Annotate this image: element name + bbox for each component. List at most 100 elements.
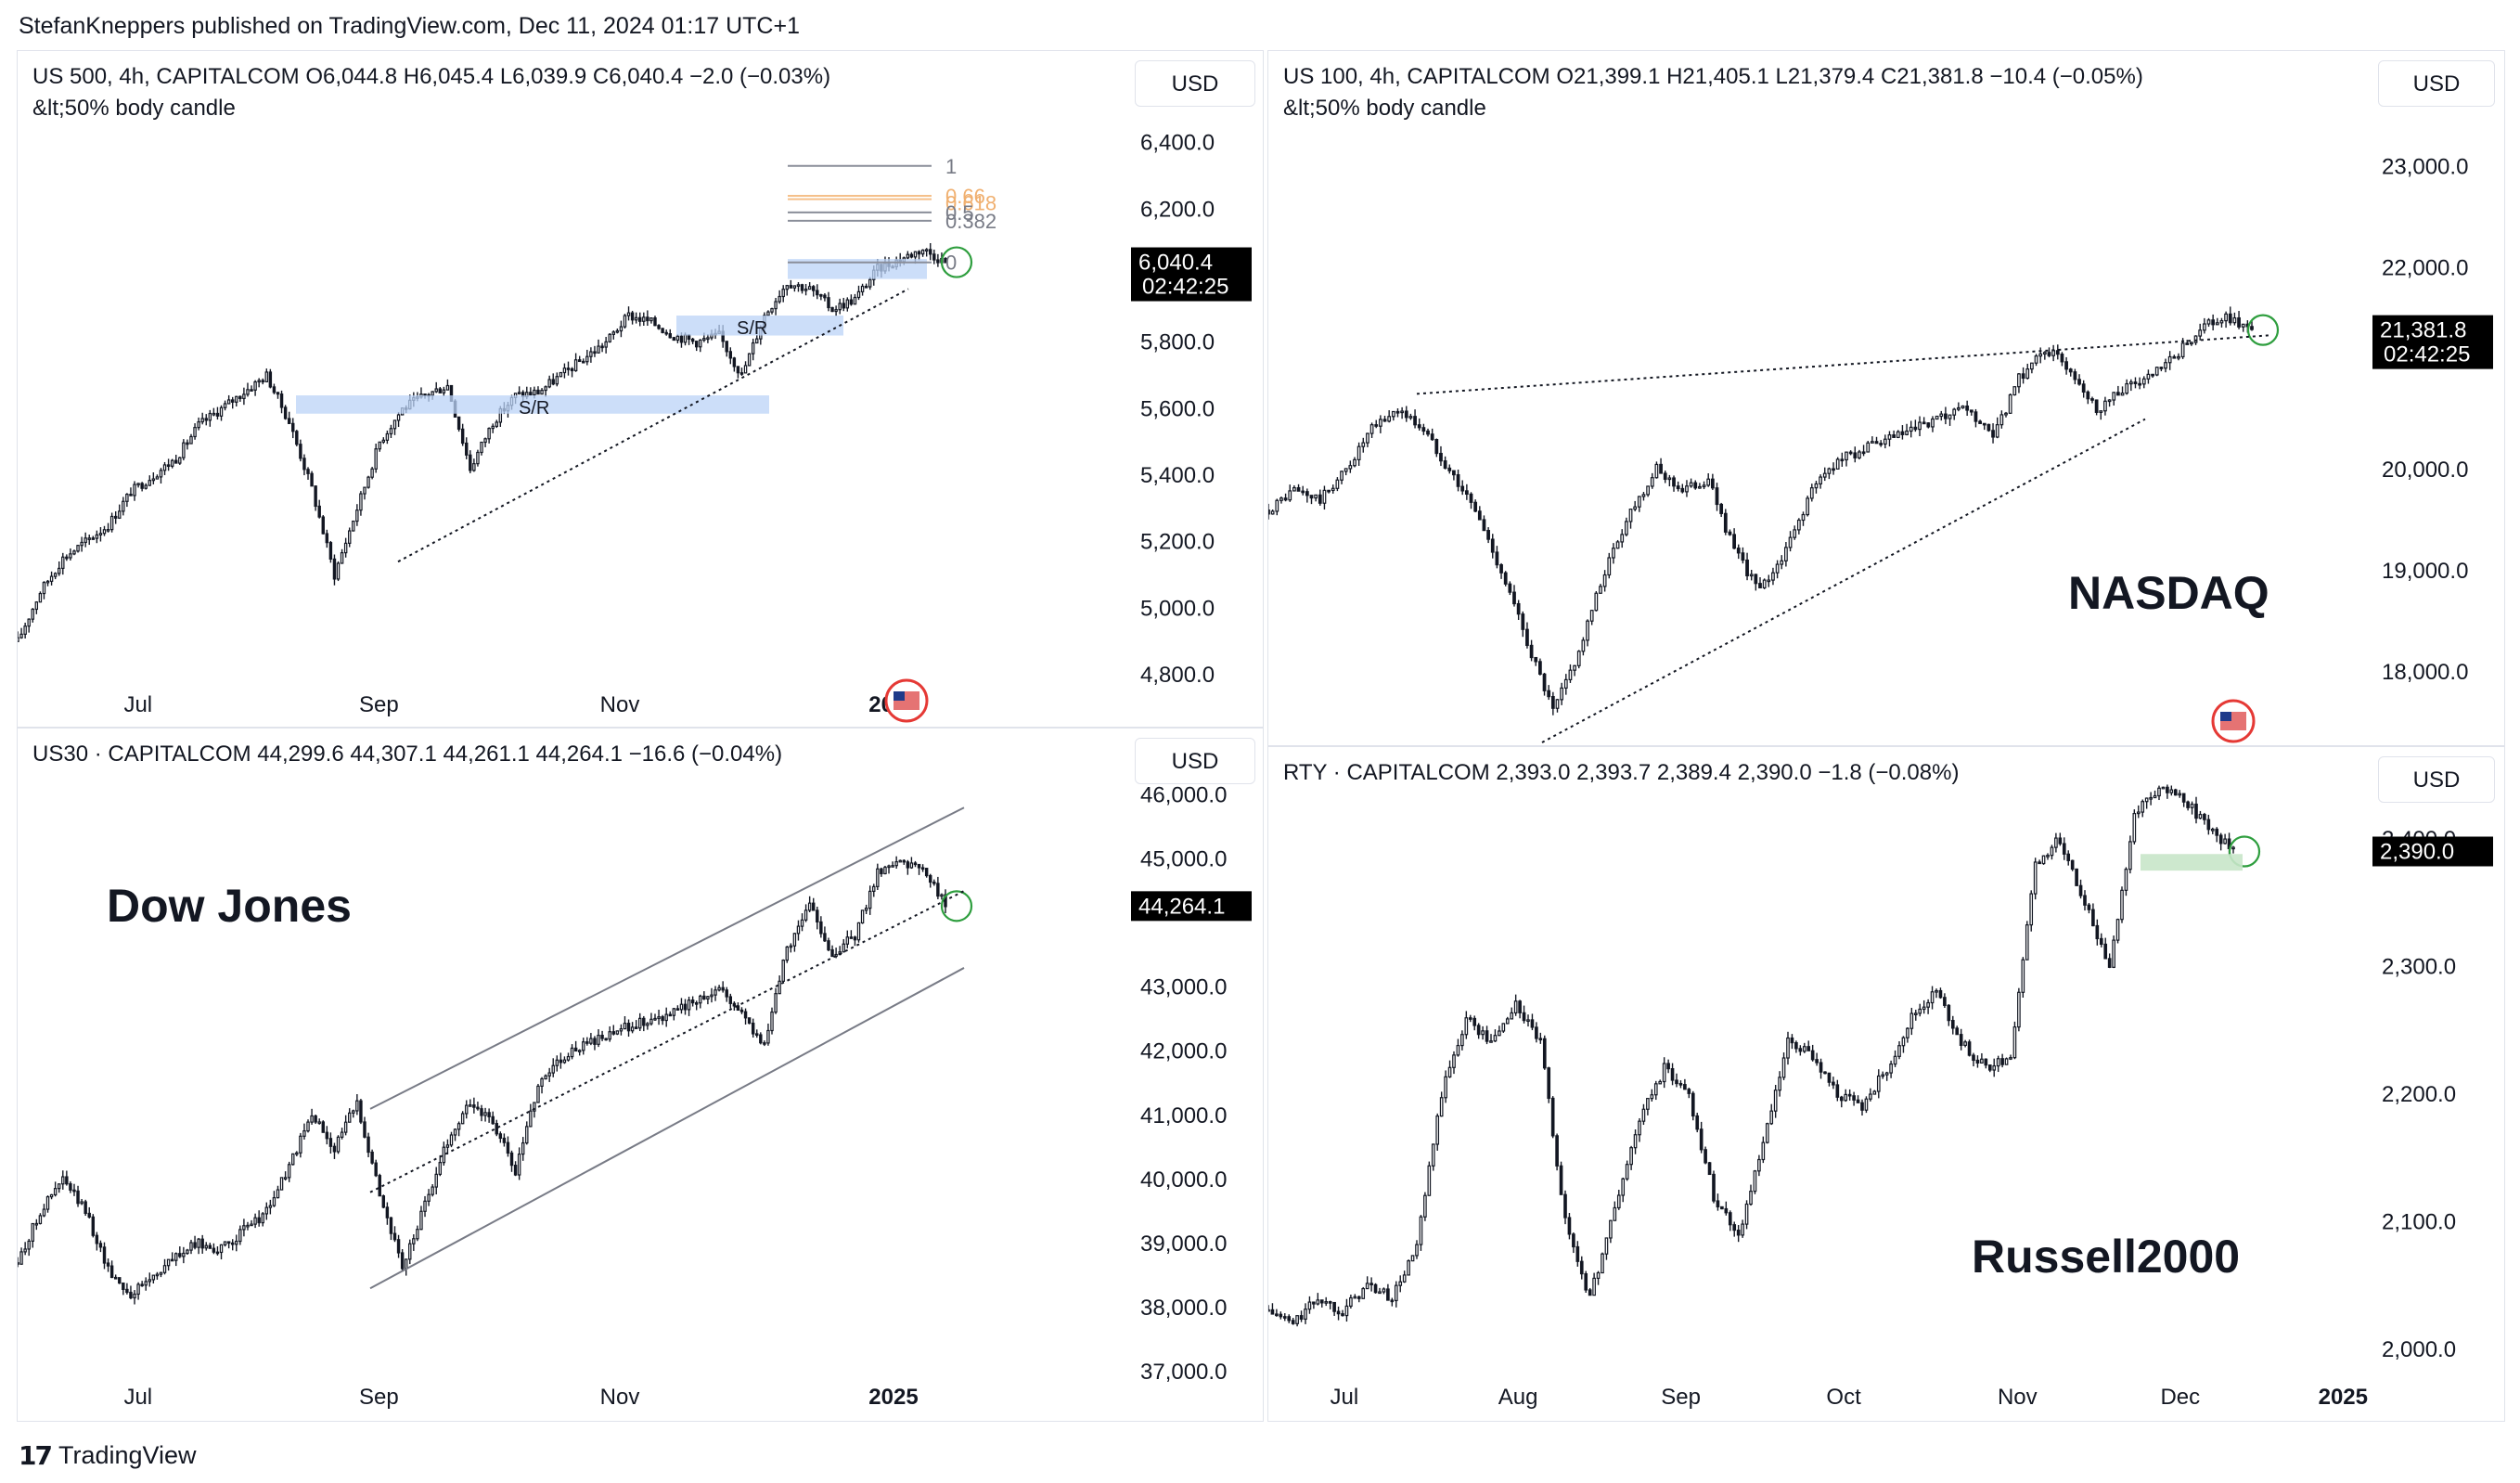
candle-body (2086, 391, 2090, 400)
candle-body (2166, 786, 2169, 793)
candle-body (423, 393, 427, 396)
candle-body (162, 464, 167, 471)
candle-body (1944, 413, 1948, 419)
candle-body (725, 989, 728, 998)
candle-body (1395, 410, 1400, 414)
candle-body (585, 355, 589, 363)
candle-body (242, 393, 246, 400)
y-axis: 2,400.02,300.02,200.02,100.02,000.0 (2382, 827, 2456, 1362)
candle-body (1615, 541, 1620, 549)
candle-body (1922, 1006, 1926, 1011)
chart-canvas: 2,400.02,300.02,200.02,100.02,000.0JulAu… (1268, 784, 2493, 1410)
x-tick-label: Oct (1826, 1385, 1861, 1410)
x-axis: Jul Sep Nov 2025 (123, 1385, 918, 1410)
candle-body (1781, 1057, 1786, 1078)
candle-body (898, 859, 902, 863)
candle-body (197, 1238, 200, 1248)
chart-panel-us30[interactable]: US30 · CAPITALCOM 44,299.6 44,307.1 44,2… (17, 728, 1264, 1422)
y-axis: 46,000.0 45,000.0 43,000.0 42,000.0 41,000.0… (1140, 782, 1227, 1385)
candle-body (1809, 487, 1814, 499)
candle-body (1749, 574, 1754, 577)
candle-body (1464, 1017, 1469, 1036)
candle-body (1563, 1193, 1567, 1219)
candle-body (573, 1047, 578, 1052)
candle-body (456, 1123, 461, 1130)
y-tick-label: 4,800.0 (1140, 663, 1215, 688)
tradingview-footer[interactable]: 𝟭𝟳 TradingView (19, 1440, 197, 1471)
candle-body (2030, 362, 2034, 370)
candle-body (2193, 335, 2198, 343)
candle-body (1963, 1041, 1967, 1047)
candle-body (807, 286, 812, 290)
chart-panel-rty[interactable]: RTY · CAPITALCOM 2,393.0 2,393.7 2,389.4… (1267, 746, 2505, 1422)
channel-upper (369, 806, 965, 1110)
candle-body (739, 372, 744, 375)
candle-body (392, 419, 397, 430)
currency-button[interactable]: USD (1135, 738, 1255, 784)
candle-body (193, 1242, 197, 1248)
candle-body (2112, 392, 2116, 401)
candle-body (80, 1201, 84, 1205)
candle-body (412, 1238, 416, 1244)
candle-body (87, 1212, 91, 1218)
candle-body (1670, 1068, 1675, 1081)
candle-body (1625, 1164, 1629, 1180)
candle-body (1707, 1162, 1712, 1176)
candle-body (19, 633, 23, 638)
candle-body (1501, 1023, 1506, 1032)
candle-body (1897, 1045, 1901, 1057)
candle-body (623, 315, 627, 328)
candle-body (1796, 519, 1801, 531)
candle-body (2223, 838, 2227, 845)
candle-body (370, 1151, 374, 1164)
candle-body (600, 1034, 604, 1039)
candle-body (1628, 509, 1633, 522)
candle-body (1305, 491, 1309, 496)
candle-body (1802, 1046, 1806, 1052)
candle-body (1340, 471, 1344, 481)
candle-body (166, 464, 171, 468)
candle-body (778, 980, 781, 995)
candle-body (431, 1186, 434, 1195)
candle-body (1550, 696, 1555, 709)
candle-body (1555, 699, 1560, 709)
candle-body (582, 1041, 585, 1051)
candle-body (2099, 410, 2103, 413)
candle-body (113, 515, 118, 519)
candle-body (1646, 485, 1651, 496)
price-tag-box (2372, 836, 2493, 867)
candle-body (2055, 350, 2060, 355)
channel-mid (369, 890, 965, 1193)
candle-body (113, 1276, 118, 1280)
currency-button[interactable]: USD (2378, 756, 2495, 803)
candle-body (699, 339, 702, 348)
candle-body (491, 1115, 495, 1125)
candle-body (1599, 586, 1602, 594)
candle-body (1654, 463, 1659, 479)
candle-body (924, 868, 929, 877)
chart-panel-us100[interactable]: US 100, 4h, CAPITALCOM O21,399.1 H21,405… (1267, 50, 2505, 746)
candle-body (95, 534, 99, 539)
target-circle (2228, 835, 2261, 868)
currency-button[interactable]: USD (1135, 60, 1255, 107)
currency-button[interactable]: USD (2378, 60, 2495, 107)
candle-body (1468, 1017, 1472, 1020)
candle-body (2149, 796, 2153, 800)
candle-body (1413, 416, 1417, 426)
chart-panel-us500[interactable]: US 500, 4h, CAPITALCOM O6,044.8 H6,045.4… (17, 50, 1264, 728)
y-tick-label: 6,200.0 (1140, 197, 1215, 222)
candle-body (389, 1217, 393, 1234)
candle-body (1568, 669, 1573, 680)
candle-body (755, 1033, 759, 1037)
candle-body (917, 863, 921, 869)
candle-body (223, 403, 227, 408)
candle-body (295, 431, 299, 445)
candle-body (913, 862, 918, 866)
candle-body (84, 537, 87, 544)
candle-body (1663, 472, 1667, 481)
candle-body (178, 457, 182, 464)
candle-body (868, 278, 872, 288)
candle-body (1699, 1128, 1704, 1151)
candle-body (604, 1038, 608, 1041)
candle-body (513, 1165, 518, 1176)
